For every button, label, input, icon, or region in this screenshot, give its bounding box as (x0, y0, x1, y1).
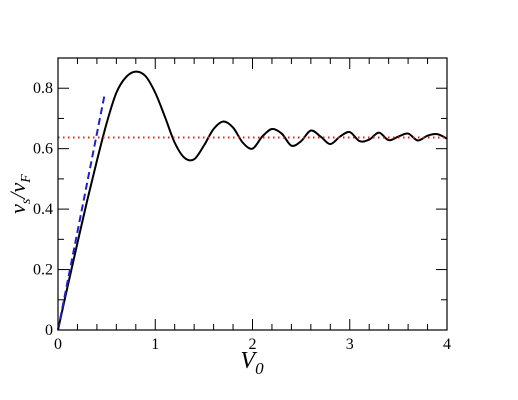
tick-layer: 0 1 2 3 4 0 0.2 0.4 0.6 0.8 (33, 57, 451, 353)
series-layer (57, 70, 448, 331)
y-axis-label: vs/vF (5, 174, 34, 214)
series-dashed-line (57, 94, 106, 331)
y-tick-label: 0 (45, 322, 53, 339)
x-axis-label: V0 (240, 348, 264, 378)
x-tick-label: 2 (249, 336, 257, 353)
y-tick-label: 0.2 (33, 262, 53, 279)
x-tick-label: 1 (151, 336, 159, 353)
y-tick-label: 0.4 (33, 201, 53, 218)
x-tick-label: 4 (443, 336, 451, 353)
y-tick-label: 0.8 (33, 80, 53, 97)
plot-frame (57, 57, 448, 331)
y-tick-label: 0.6 (33, 141, 53, 158)
x-tick-label: 0 (54, 336, 62, 353)
axes-layer (57, 57, 448, 331)
x-tick-label: 3 (346, 336, 354, 353)
series-solid-line (57, 70, 448, 331)
